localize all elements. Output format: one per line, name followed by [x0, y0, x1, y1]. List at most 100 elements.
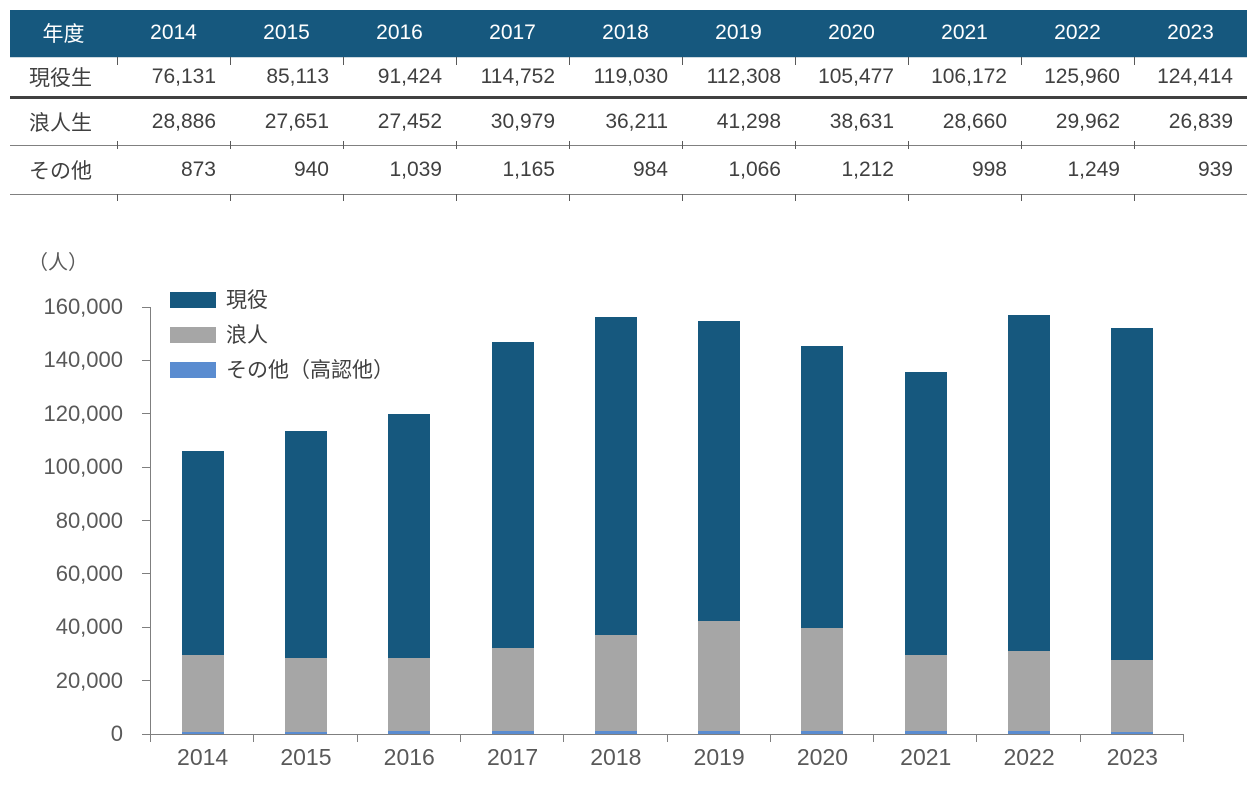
table-row: その他 873 940 1,039 1,165 984 1,066 1,212 998 1,249…: [10, 145, 1247, 195]
table-cell: 26,839: [1134, 97, 1247, 146]
x-axis-tick: [976, 734, 977, 742]
bar-segment-other: [801, 730, 843, 734]
table-cell: 1,249: [1021, 145, 1134, 195]
row-label: その他: [10, 145, 117, 195]
y-axis-tick: [142, 520, 150, 521]
bar-segment-other: [698, 731, 740, 734]
table-boundary-tick: [682, 57, 683, 65]
bar-segment-ronin: [905, 654, 947, 732]
legend-label-ronin: 浪人: [226, 323, 268, 347]
x-axis-label: 2016: [383, 744, 435, 770]
table-row: 現役生 76,131 85,113 91,424 114,752 119,030 112,3…: [10, 57, 1247, 99]
x-axis-label: 2015: [280, 744, 332, 770]
y-axis-label: 20,000: [55, 667, 123, 693]
legend-item-other: その他（高認他）: [170, 358, 394, 382]
table-cell: 998: [908, 145, 1021, 195]
x-axis-tick: [1080, 734, 1081, 742]
table-boundary-tick: [1021, 194, 1022, 201]
bar-segment-ronin: [1008, 650, 1050, 731]
table-boundary-tick: [908, 57, 909, 65]
table-cell: 105,477: [795, 57, 908, 99]
table-boundary-tick: [117, 57, 118, 65]
y-axis-label: 140,000: [43, 347, 123, 373]
x-axis-label: 2021: [900, 744, 952, 770]
table-boundary-tick: [230, 141, 231, 149]
bar-segment-ronin: [698, 620, 740, 732]
table-boundary-tick: [343, 57, 344, 65]
bar-segment-ronin: [285, 657, 327, 732]
data-table: 年度 2014 2015 2016 2017 2018 2019 2020 2021 2022 20…: [10, 10, 1247, 195]
table-cell: 106,172: [908, 57, 1021, 99]
y-axis-tick: [142, 359, 150, 361]
bar-segment-active: [285, 430, 327, 658]
table-boundary-tick: [569, 141, 570, 149]
table-boundary-tick: [1134, 194, 1135, 201]
row-label: 浪人生: [10, 97, 117, 146]
table-cell: 76,131: [117, 57, 230, 99]
table-cell: 1,165: [456, 145, 569, 195]
y-axis-tick: [142, 734, 150, 735]
x-axis-label: 2018: [590, 744, 642, 770]
y-axis-label: 60,000: [55, 560, 123, 586]
bar-segment-other: [905, 731, 947, 734]
bar-segment-ronin: [388, 657, 430, 732]
table-cell: 28,660: [908, 97, 1021, 146]
table-boundary-tick: [682, 194, 683, 201]
bar-segment-other: [1008, 730, 1050, 734]
table-boundary-tick: [343, 141, 344, 149]
chart-legend: 現役 浪人 その他（高認他）: [170, 290, 394, 397]
table-cell: 984: [569, 145, 682, 195]
table-boundary-tick: [230, 194, 231, 201]
bar-segment-active: [182, 451, 224, 655]
x-axis-label: 2020: [796, 744, 849, 770]
bar-segment-other: [285, 731, 327, 734]
bar-segment-other: [595, 731, 637, 734]
y-axis-tick: [142, 626, 150, 628]
y-axis-label: 0: [110, 721, 123, 746]
x-axis-tick: [770, 734, 771, 742]
bar-segment-ronin: [801, 627, 843, 731]
table-cell: 1,039: [343, 145, 456, 195]
table-cell: 114,752: [456, 57, 569, 99]
x-axis-tick: [460, 734, 461, 742]
data-table-wrap: 年度 2014 2015 2016 2017 2018 2019 2020 2021 2022 20…: [10, 10, 1247, 201]
bar-segment-active: [905, 371, 947, 655]
table-boundary-tick: [908, 141, 909, 149]
x-axis-tick: [563, 734, 564, 742]
table-body: 現役生 76,131 85,113 91,424 114,752 119,030 112,3…: [10, 57, 1247, 195]
table-year-header: 2015: [230, 10, 343, 58]
legend-item-active: 現役: [170, 290, 394, 311]
table-boundary-tick: [456, 141, 457, 149]
y-axis-label: 80,000: [55, 507, 123, 533]
table-boundary-tick: [795, 141, 796, 149]
legend-item-ronin: 浪人: [170, 323, 394, 347]
bar-segment-other: [492, 730, 534, 734]
table-year-header: 2020: [795, 10, 908, 58]
table-boundary-tick: [1134, 57, 1135, 65]
table-boundary-tick: [908, 194, 909, 201]
y-axis-label: 100,000: [43, 454, 123, 480]
bar-segment-other: [182, 731, 224, 734]
bar-segment-ronin: [492, 648, 534, 731]
legend-swatch-active: [170, 292, 216, 308]
table-boundary-tick: [569, 194, 570, 201]
table-cell: 41,298: [682, 97, 795, 146]
y-axis-tick: [142, 306, 150, 308]
bar-segment-active: [698, 321, 740, 621]
table-year-header: 2014: [117, 10, 230, 58]
table-year-header: 2016: [343, 10, 456, 58]
legend-label-other: その他（高認他）: [226, 358, 394, 382]
x-axis-label: 2023: [1106, 744, 1158, 770]
table-head: 年度 2014 2015 2016 2017 2018 2019 2020 2021 2022 20…: [10, 10, 1247, 58]
y-axis-label: 40,000: [55, 614, 123, 640]
y-axis-label: 120,000: [43, 400, 123, 426]
table-cell: 85,113: [230, 57, 343, 99]
table-year-header: 2022: [1021, 10, 1134, 58]
table-cell: 36,211: [569, 97, 682, 146]
table-boundary-tick: [682, 141, 683, 149]
y-axis-label: 160,000: [43, 294, 123, 319]
table-cell: 1,212: [795, 145, 908, 195]
legend-swatch-ronin: [170, 327, 216, 343]
table-boundary-tick: [456, 57, 457, 65]
